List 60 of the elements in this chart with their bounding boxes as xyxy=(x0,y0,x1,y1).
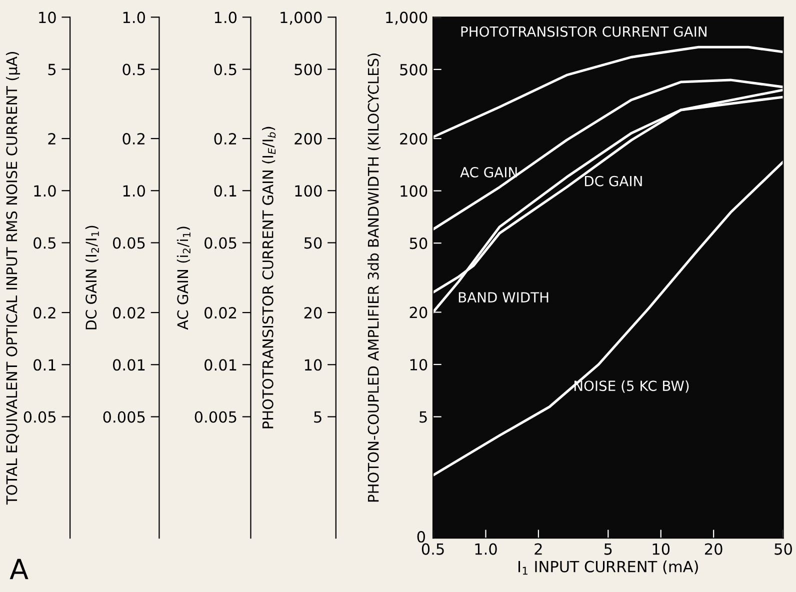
text: 0 xyxy=(417,531,426,543)
text: 500 xyxy=(400,64,428,76)
text: 20 xyxy=(410,306,428,318)
text: 0.01 xyxy=(112,359,145,371)
text: DC GAIN (I$_{2}$/I$_{1}$) xyxy=(85,226,99,330)
text: 0.05 xyxy=(24,411,56,423)
text: 0.01 xyxy=(204,359,236,371)
y-tick-label: 200 xyxy=(294,133,322,145)
series-label: DC GAIN xyxy=(584,176,642,186)
text: 0.5 xyxy=(214,64,236,76)
text: 0.02 xyxy=(112,307,144,319)
text: A xyxy=(10,558,28,580)
text: 0.02 xyxy=(204,307,236,319)
text: 5 xyxy=(48,64,56,76)
text: 1.0 xyxy=(214,12,237,24)
text: 1.0 xyxy=(123,185,145,197)
text: 1,000 xyxy=(386,12,428,25)
text: 0.05 xyxy=(112,237,145,249)
series-label: NOISE (5 KC BW) xyxy=(574,380,689,393)
x-tick-label: 10 xyxy=(652,543,670,555)
x-tick-label: 1.0 xyxy=(475,543,497,555)
x-tick-label: 0.5 xyxy=(422,543,444,555)
series-label: BAND WIDTH xyxy=(458,292,548,302)
text: 0.005 xyxy=(103,411,145,423)
text: 50 xyxy=(410,238,428,250)
text: 0.5 xyxy=(34,237,56,249)
y-tick-label: 500 xyxy=(294,64,322,76)
y-tick-label: 20 xyxy=(304,307,322,319)
text: 2 xyxy=(48,133,56,144)
text: 1.0 xyxy=(123,12,145,24)
text: AC GAIN (i$_{2}$/i$_{1}$) xyxy=(176,226,190,330)
text: 5 xyxy=(420,411,427,423)
text: 0.2 xyxy=(34,307,56,319)
x-axis-title: I$_{1}$ INPUT CURRENT (mA) xyxy=(518,560,698,575)
x-tick-label: 20 xyxy=(704,543,722,555)
text: TOTAL EQUIVALENT OPTICAL INPUT RMS NOISE CURRENT (μA) xyxy=(6,52,20,505)
text: 0.1 xyxy=(34,359,56,371)
text: 0.2 xyxy=(122,133,144,145)
y-tick-label: 1,000 xyxy=(280,12,322,25)
text: PHOTOTRANSISTOR CURRENT GAIN (I$_{E}$/I$_{b}$) xyxy=(262,126,276,428)
text: 0.5 xyxy=(122,64,145,76)
text: 0.005 xyxy=(194,411,236,423)
x-tick-label: 2 xyxy=(534,543,542,555)
series-label: PHOTOTRANSISTOR CURRENT GAIN xyxy=(461,26,706,37)
y-tick-label: 10 xyxy=(304,359,322,371)
text: 100 xyxy=(400,185,428,197)
text: 1.0 xyxy=(34,185,56,197)
text: 10 xyxy=(39,12,56,24)
text: 200 xyxy=(400,133,428,145)
text: 0.1 xyxy=(214,185,236,197)
y-tick-label: 5 xyxy=(314,411,322,423)
x-tick-label: 5 xyxy=(604,543,612,555)
x-tick-label: 50 xyxy=(774,543,792,555)
text: 0.05 xyxy=(204,237,236,249)
y-tick-label: 50 xyxy=(304,237,322,249)
y-axis-title: PHOTON-COUPLED AMPLIFIER 3db BANDWIDTH (KILOCYCLES) xyxy=(368,54,381,502)
text: 10 xyxy=(410,358,428,370)
series-label: AC GAIN xyxy=(460,166,517,178)
text: 0.2 xyxy=(214,133,236,145)
y-tick-label: 100 xyxy=(295,185,322,197)
